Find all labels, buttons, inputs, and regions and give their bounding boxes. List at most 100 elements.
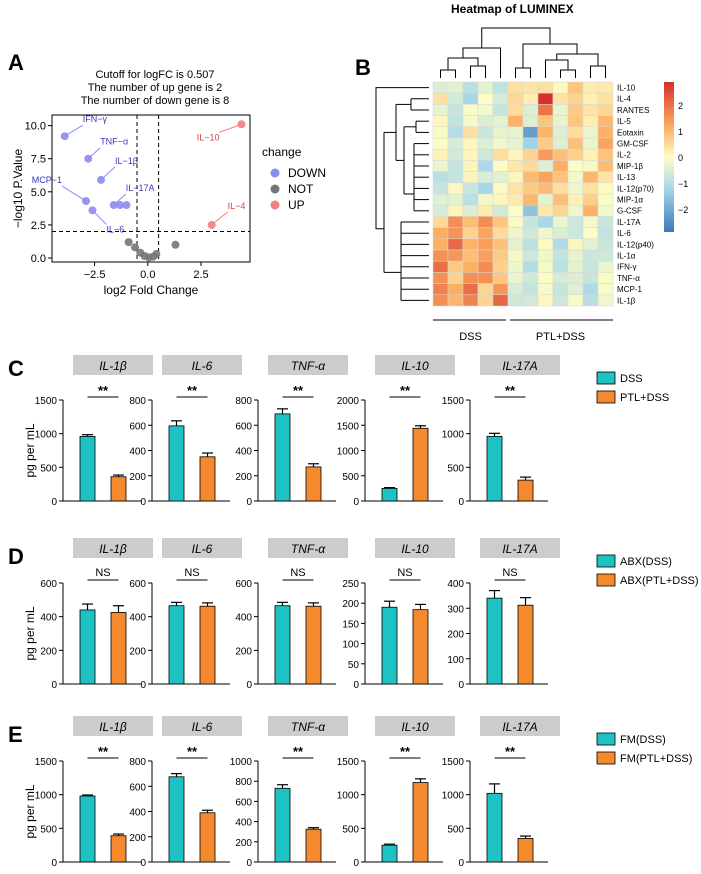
panel-label-a: A <box>8 50 24 75</box>
heatmap-cell <box>477 160 494 172</box>
heatmap-cell <box>567 260 584 273</box>
bar <box>517 604 534 685</box>
volcano-y-axis-label: −log10 P.Value <box>11 149 25 229</box>
bar <box>412 609 429 685</box>
heatmap-cell <box>567 115 584 128</box>
heatmap-row-label: GM-CSF <box>617 140 649 149</box>
bar-y-tick-label: 0 <box>353 680 359 691</box>
bar-y-tick-label: 0 <box>458 858 464 869</box>
bar-y-tick-label: 1000 <box>337 447 360 458</box>
heatmap-cell <box>522 126 539 139</box>
heatmap-cell <box>552 227 569 240</box>
heatmap-cell <box>507 193 524 206</box>
heatmap-cell <box>522 81 539 94</box>
bar-chart-title-strip <box>162 538 242 558</box>
heatmap-cell <box>492 283 509 296</box>
volcano-point <box>171 240 180 249</box>
volcano-point-label: IL−10 <box>197 132 220 142</box>
volcano-x-tick-label: −2.5 <box>84 269 106 281</box>
heatmap-column-dendrogram <box>522 43 578 68</box>
heatmap-cell <box>462 115 479 128</box>
bar-y-tick-label: 400 <box>129 613 146 624</box>
heatmap-cell <box>432 171 449 184</box>
significance-label: NS <box>397 567 412 579</box>
volcano-header-line: The number of up gene is 2 <box>88 82 223 94</box>
bar-chart-title: TNF-α <box>291 542 326 556</box>
volcano-point-label: IL−6 <box>106 224 124 234</box>
heatmap-cell <box>567 182 584 195</box>
heatmap-cell <box>537 204 554 217</box>
heatmap-cell <box>597 160 614 172</box>
heatmap-cell <box>447 283 464 296</box>
bar-y-tick-label: 400 <box>129 808 146 819</box>
bar-y-tick-label: 500 <box>342 472 359 483</box>
heatmap-cell <box>492 204 509 217</box>
heatmap-column-dendrogram <box>440 69 456 78</box>
bar <box>168 605 185 685</box>
heatmap-cell <box>552 104 569 116</box>
bar <box>79 609 96 685</box>
heatmap-cell <box>582 92 599 105</box>
heatmap-cell <box>462 227 479 240</box>
heatmap-cell <box>477 294 494 307</box>
heatmap-cell <box>447 126 464 139</box>
volcano-point-label: TNF−α <box>100 137 128 147</box>
heatmap-cell <box>492 238 509 251</box>
heatmap-cell <box>432 283 449 296</box>
heatmap-cell <box>567 171 584 184</box>
heatmap-cell <box>507 126 524 139</box>
heatmap-scale-tick-label: 1 <box>678 127 683 137</box>
heatmap-cell <box>567 249 584 262</box>
heatmap-cell <box>537 171 554 184</box>
heatmap-row-label: Eotaxin <box>617 128 644 137</box>
bar-chart-title-strip <box>162 355 242 375</box>
heatmap-cell <box>567 104 584 116</box>
bar-y-tick-label: 1500 <box>442 396 465 407</box>
heatmap-cell <box>447 193 464 206</box>
bar-y-tick-label: 400 <box>447 579 464 590</box>
heatmap-cell <box>492 193 509 206</box>
heatmap-cell <box>492 92 509 105</box>
heatmap-cell <box>552 126 569 139</box>
bar-chart-title-strip <box>480 355 560 375</box>
bar-y-tick-label: 1500 <box>442 757 465 768</box>
bar-y-tick-label: 1500 <box>35 757 58 768</box>
heatmap-cell <box>492 148 509 161</box>
volcano-point-label: IFN−γ <box>83 114 108 124</box>
heatmap-cell <box>447 160 464 172</box>
bar-y-tick-label: 0 <box>246 497 252 508</box>
heatmap-cell <box>432 81 449 94</box>
heatmap-cell <box>582 272 599 284</box>
bar-chart-title-strip <box>480 538 560 558</box>
bar-y-tick-label: 200 <box>129 833 146 844</box>
volcano-header-line: The number of down gene is 8 <box>81 95 230 107</box>
bar-y-tick-label: 1000 <box>442 430 465 441</box>
heatmap-cell <box>447 81 464 94</box>
heatmap-cell <box>477 182 494 195</box>
volcano-x-axis-label: log2 Fold Change <box>104 283 199 297</box>
heatmap-cell <box>597 227 614 240</box>
bar-y-tick-label: 1000 <box>35 430 58 441</box>
bar <box>274 605 291 685</box>
heatmap-cell <box>582 137 599 150</box>
bar-y-tick-label: 1000 <box>230 757 253 768</box>
heatmap-cell <box>552 137 569 150</box>
heatmap-column-dendrogram <box>545 59 569 78</box>
heatmap-cell <box>492 126 509 139</box>
bar <box>412 427 429 502</box>
bar-y-tick-label: 0 <box>140 497 146 508</box>
heatmap-cell <box>552 260 569 273</box>
bar-y-tick-label: 0 <box>353 497 359 508</box>
heatmap-cell <box>597 104 614 116</box>
heatmap-cell <box>537 193 554 206</box>
heatmap-cell <box>477 115 494 128</box>
bar-chart-title: IL-10 <box>401 542 429 556</box>
heatmap-cell <box>537 216 554 228</box>
bar-y-tick-label: 0 <box>458 497 464 508</box>
bar-chart-title: IL-17A <box>502 720 537 734</box>
bar-y-tick-label: 600 <box>40 579 57 590</box>
heatmap-cell <box>522 148 539 161</box>
bar-y-tick-label: 400 <box>235 818 252 829</box>
heatmap-cell <box>507 283 524 296</box>
panel-e-bar-charts: pg per mL IL-1β 0 500 1000 1500 ** IL-6 0 200 400 6… <box>23 716 692 869</box>
